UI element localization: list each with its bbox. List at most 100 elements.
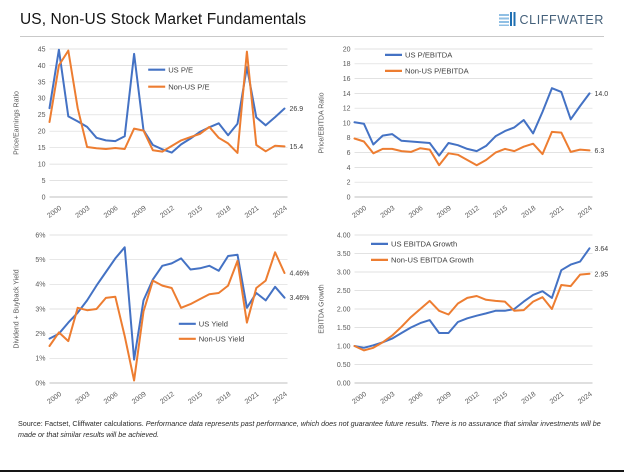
x-tick-label: 2012	[159, 205, 176, 220]
y-tick-label: 12	[343, 106, 351, 113]
y-tick-label: 18	[343, 61, 351, 68]
y-tick-label: 4	[347, 165, 351, 172]
header: US, Non-US Stock Market Fundamentals CLI…	[0, 0, 624, 29]
x-tick-label: 2009	[131, 391, 148, 406]
x-tick-label: 2003	[380, 391, 397, 406]
y-tick-label: 5	[42, 178, 46, 185]
logo-horizontal-stripes	[498, 14, 509, 26]
y-tick-label: 4%	[35, 282, 45, 289]
y-tick-label: 2.00	[337, 306, 351, 313]
x-tick-label: 2006	[103, 205, 120, 220]
x-tick-label: 2015	[492, 205, 509, 220]
y-tick-label: 3.00	[337, 269, 351, 276]
footer: Source: Factset, Cliffwater calculations…	[0, 413, 624, 441]
x-tick-label: 2000	[351, 391, 368, 406]
x-tick-label: 2003	[380, 205, 397, 220]
y-tick-label: 35	[38, 79, 46, 86]
y-tick-label: 4.00	[337, 232, 351, 239]
price-ebitda-chart: 0 2 4 6 8 10 12 14 16 18 20 2000 2003 2006 2009 2012 201…	[319, 46, 609, 220]
x-tick-label: 2006	[408, 391, 425, 406]
header-divider	[20, 36, 604, 37]
y-tick-label: 20	[343, 46, 351, 53]
series-end-label: 3.46%	[290, 295, 310, 302]
x-tick-label: 2021	[549, 391, 566, 406]
legend-label: Non-US P/E	[168, 82, 209, 91]
y-tick-label: 3%	[35, 306, 45, 313]
series-end-label: 26.9	[290, 106, 304, 113]
x-tick-label: 2009	[131, 205, 148, 220]
y-axis-title: Dividend + Buyback Yield	[14, 269, 21, 348]
y-tick-label: 0.50	[337, 362, 351, 369]
non-us-p-e-line	[48, 49, 286, 154]
x-tick-label: 2024	[272, 205, 289, 220]
x-tick-label: 2000	[46, 205, 63, 220]
footer-source: Source: Factset, Cliffwater calculations…	[18, 419, 144, 428]
x-tick-label: 2003	[75, 391, 92, 406]
y-axis-title: EBITDA Growth	[319, 284, 326, 334]
x-tick-label: 2018	[521, 205, 538, 220]
y-tick-label: 10	[343, 120, 351, 127]
y-tick-label: 14	[343, 91, 351, 98]
series-end-label: 14.0	[595, 91, 609, 98]
x-tick-label: 2024	[272, 391, 289, 406]
y-tick-label: 45	[38, 46, 46, 53]
y-tick-label: 0%	[35, 380, 45, 387]
y-tick-label: 0	[347, 194, 351, 201]
x-tick-label: 2009	[436, 205, 453, 220]
y-tick-label: 0	[42, 194, 46, 201]
y-tick-label: 20	[38, 129, 46, 136]
y-tick-label: 30	[38, 96, 46, 103]
series-end-label: 4.46%	[290, 271, 310, 278]
y-tick-label: 2%	[35, 331, 45, 338]
x-tick-label: 2006	[408, 205, 425, 220]
y-tick-label: 16	[343, 76, 351, 83]
us-ebitda-growth-line	[353, 247, 591, 349]
x-tick-label: 2018	[216, 391, 233, 406]
legend-label: US EBITDA Growth	[391, 240, 457, 249]
legend-label: US Yield	[199, 320, 228, 329]
series-end-label: 6.3	[595, 148, 605, 155]
non-us-ebitda-growth-line	[353, 272, 591, 352]
x-tick-label: 2000	[351, 205, 368, 220]
y-tick-label: 15	[38, 145, 46, 152]
y-tick-label: 10	[38, 162, 46, 169]
price-earnings-chart: 0 5 10 15 20 25 30 35 40 45 2000 2003 2006 2009 2012 20…	[14, 46, 304, 220]
x-tick-label: 2021	[549, 205, 566, 220]
series-end-label: 3.64	[595, 246, 609, 253]
y-tick-label: 6	[347, 150, 351, 157]
y-tick-label: 6%	[35, 232, 45, 239]
legend-label: Non-US P/EBITDA	[405, 67, 470, 76]
non-us-p-ebitda-line	[353, 130, 591, 167]
y-tick-label: 8	[347, 135, 351, 142]
footer-disclaimer: Performance data represents past perform…	[18, 419, 601, 439]
legend-label: Non-US EBITDA Growth	[391, 256, 474, 265]
x-tick-label: 2021	[244, 205, 261, 220]
x-tick-label: 2024	[577, 391, 594, 406]
cliffwater-logo: CLIFFWATER	[498, 12, 604, 27]
series-end-label: 2.95	[595, 271, 609, 278]
y-tick-label: 2	[347, 180, 351, 187]
us-p-ebitda-line	[353, 87, 591, 157]
x-tick-label: 2015	[492, 391, 509, 406]
charts-grid: 0 5 10 15 20 25 30 35 40 45 2000 2003 2006 2009 2012 20…	[0, 39, 624, 413]
y-tick-label: 1%	[35, 356, 45, 363]
y-tick-label: 40	[38, 63, 46, 70]
y-tick-label: 3.50	[337, 251, 351, 258]
x-tick-label: 2003	[75, 205, 92, 220]
page-title: US, Non-US Stock Market Fundamentals	[20, 11, 307, 28]
x-tick-label: 2009	[436, 391, 453, 406]
y-tick-label: 1.50	[337, 325, 351, 332]
x-tick-label: 2018	[521, 391, 538, 406]
us-yield-line	[48, 246, 286, 361]
x-tick-label: 2024	[577, 205, 594, 220]
ebitda-growth-chart: 0.00 0.50 1.00 1.50 2.00 2.50 3.00 3.50 4.00 2000…	[319, 232, 609, 406]
yield-chart: 0% 1% 2% 3% 4% 5% 6% 2000 2003 2006 2009 2012 2015 20…	[14, 232, 310, 406]
legend-label: US P/E	[168, 65, 193, 74]
x-tick-label: 2012	[464, 391, 481, 406]
x-tick-label: 2000	[46, 391, 63, 406]
y-tick-label: 2.50	[337, 288, 351, 295]
y-tick-label: 0.00	[337, 380, 351, 387]
logo-vertical-stripes	[509, 12, 516, 26]
cliffwater-logo-text: CLIFFWATER	[519, 12, 604, 27]
